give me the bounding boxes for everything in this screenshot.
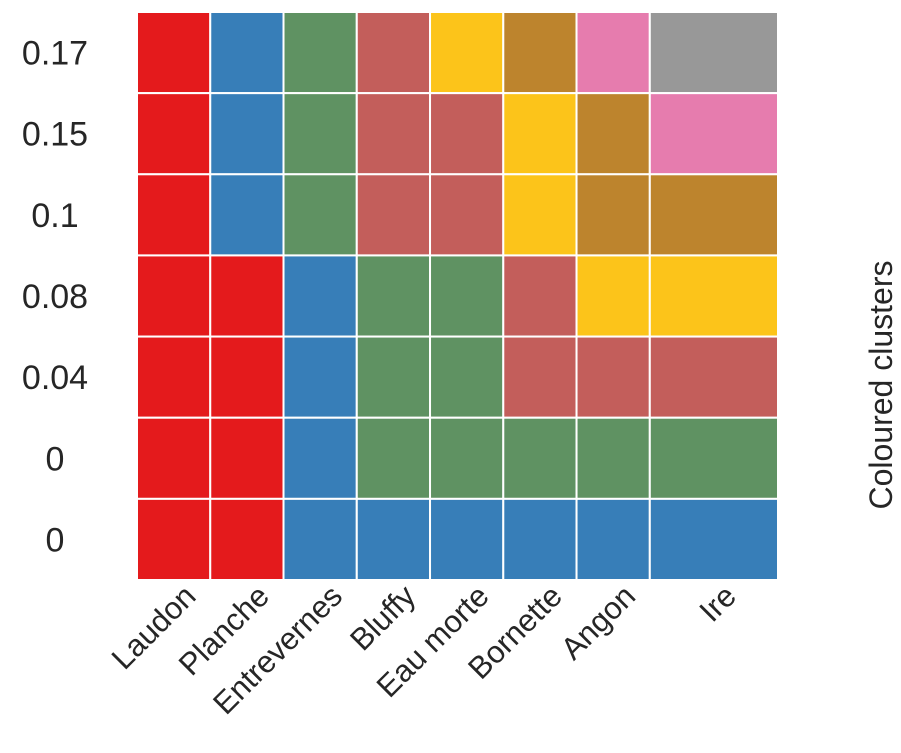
heatmap-cell bbox=[648, 497, 779, 582]
heatmap-cell bbox=[429, 335, 505, 419]
heatmap-cell bbox=[282, 416, 358, 500]
heatmap-cell bbox=[209, 497, 285, 582]
heatmap-cell bbox=[648, 254, 779, 338]
heatmap-cell bbox=[136, 92, 212, 176]
heatmap-cell bbox=[648, 11, 779, 95]
y-tick-labels: 0.17 0.15 0.1 0.08 0.04 0 0 bbox=[22, 35, 88, 560]
heatmap-cell bbox=[648, 173, 779, 257]
heatmap-cell bbox=[502, 173, 578, 257]
heatmap-cell bbox=[282, 497, 358, 582]
heatmap-cell bbox=[502, 416, 578, 500]
heatmap-cell bbox=[136, 497, 212, 582]
heatmap-cell bbox=[429, 416, 505, 500]
y-tick-label: 0.17 bbox=[22, 35, 88, 73]
heatmap-cell bbox=[355, 92, 432, 176]
heatmap-cell bbox=[502, 254, 578, 338]
heatmap-cell bbox=[648, 335, 779, 419]
heatmap-cell bbox=[209, 11, 285, 95]
y-tick-label: 0 bbox=[46, 521, 65, 559]
heatmap-cell bbox=[575, 416, 651, 500]
heatmap-cell bbox=[209, 92, 285, 176]
heatmap-cell bbox=[136, 11, 212, 95]
heatmap-cell bbox=[136, 335, 212, 419]
heatmap-cell bbox=[355, 11, 432, 95]
heatmap-cell bbox=[355, 416, 432, 500]
heatmap-cell bbox=[282, 173, 358, 257]
heatmap-cell bbox=[355, 173, 432, 257]
y-tick-label: 0.04 bbox=[22, 359, 88, 397]
y-tick-label: 0.08 bbox=[22, 278, 88, 316]
heatmap-cell bbox=[429, 173, 505, 257]
heatmap-cell bbox=[209, 254, 285, 338]
heatmap-cell bbox=[355, 497, 432, 582]
heatmap-cell bbox=[136, 416, 212, 500]
heatmap-cell bbox=[575, 92, 651, 176]
y-tick-label: 0.1 bbox=[31, 197, 78, 235]
heatmap-cell bbox=[429, 92, 505, 176]
heatmap-cell bbox=[502, 497, 578, 582]
heatmap-cell bbox=[429, 254, 505, 338]
heatmap-cell bbox=[502, 11, 578, 95]
heatmap-cell bbox=[429, 11, 505, 95]
heatmap-cell bbox=[209, 173, 285, 257]
heatmap-cell bbox=[575, 254, 651, 338]
heatmap-cell bbox=[209, 335, 285, 419]
x-tick-label: Angon bbox=[554, 578, 642, 666]
heatmap-cell bbox=[136, 254, 212, 338]
heatmap-cell bbox=[429, 497, 505, 582]
heatmap-cell bbox=[282, 254, 358, 338]
heatmap-cell bbox=[282, 11, 358, 95]
heatmap-cell bbox=[136, 173, 212, 257]
heatmap-cell bbox=[575, 335, 651, 419]
heatmap-cell bbox=[355, 335, 432, 419]
heatmap-cell bbox=[648, 92, 779, 176]
colorbar-label: Coloured clusters bbox=[863, 261, 899, 510]
y-tick-label: 0.15 bbox=[22, 116, 88, 154]
heatmap-cell bbox=[575, 173, 651, 257]
heatmap-cells bbox=[136, 11, 779, 582]
heatmap-cell bbox=[502, 335, 578, 419]
heatmap-cell bbox=[575, 11, 651, 95]
heatmap-cell bbox=[355, 254, 432, 338]
heatmap-cell bbox=[502, 92, 578, 176]
y-tick-label: 0 bbox=[46, 440, 65, 478]
heatmap-cell bbox=[575, 497, 651, 582]
heatmap-cell bbox=[209, 416, 285, 500]
heatmap-cell bbox=[282, 92, 358, 176]
x-tick-label: Ire bbox=[693, 578, 743, 628]
heatmap-cell bbox=[282, 335, 358, 419]
heatmap-cell bbox=[648, 416, 779, 500]
